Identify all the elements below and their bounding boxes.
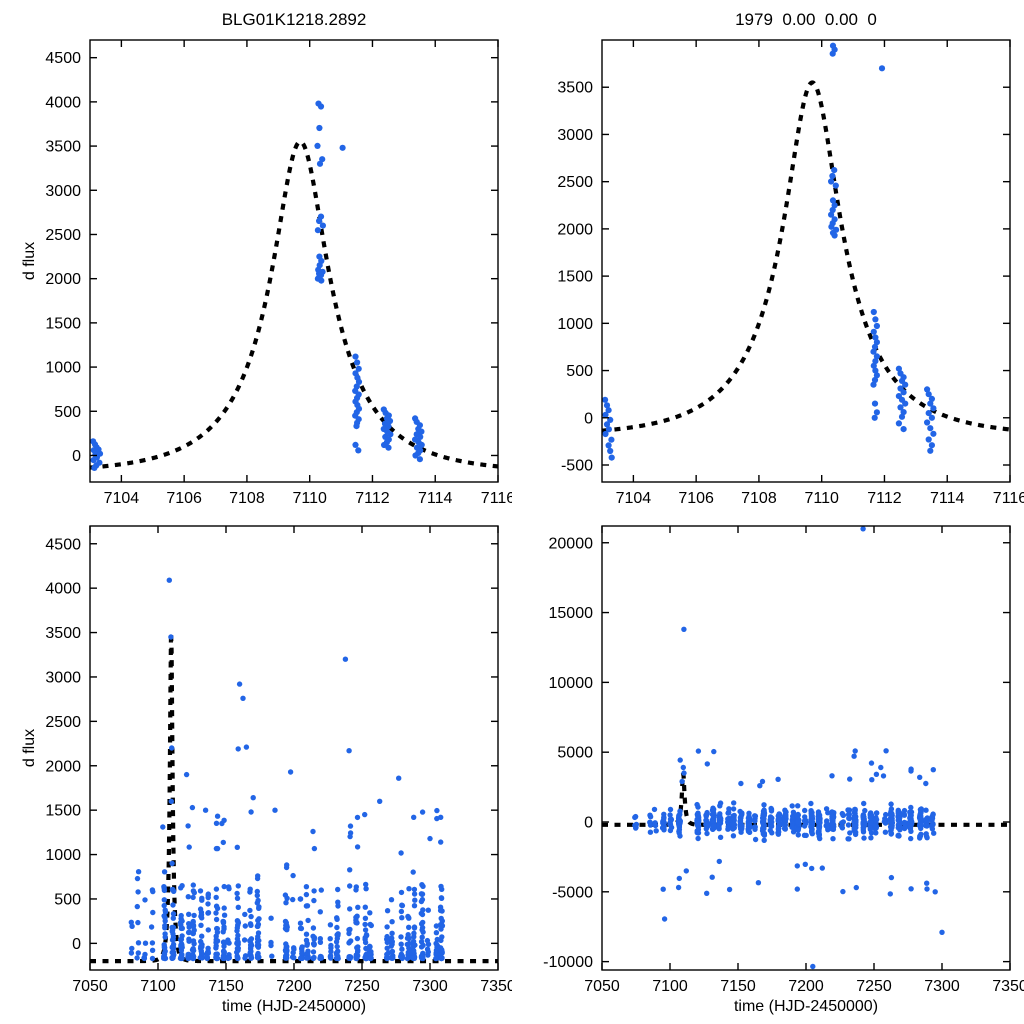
- svg-text:15000: 15000: [549, 605, 594, 622]
- svg-text:7108: 7108: [741, 490, 777, 507]
- svg-text:7104: 7104: [104, 490, 140, 507]
- svg-text:7200: 7200: [276, 978, 312, 995]
- svg-text:4500: 4500: [45, 536, 81, 553]
- svg-text:7112: 7112: [355, 490, 390, 507]
- svg-text:500: 500: [566, 363, 593, 380]
- plot-title: BLG01K1218.2892: [221, 10, 367, 29]
- svg-text:7150: 7150: [208, 978, 244, 995]
- svg-text:7050: 7050: [72, 978, 108, 995]
- data-points: [128, 577, 446, 962]
- svg-text:7100: 7100: [140, 978, 176, 995]
- svg-text:4000: 4000: [45, 94, 81, 111]
- svg-text:500: 500: [54, 891, 81, 908]
- svg-text:2000: 2000: [557, 221, 593, 238]
- model-curve: [602, 80, 1010, 433]
- svg-text:0: 0: [584, 410, 593, 427]
- axes: 7104 7106 7108 7110 7112 7114 7116 0 500 1000 1500…: [45, 39, 512, 507]
- svg-text:7116: 7116: [481, 490, 512, 507]
- svg-text:7114: 7114: [930, 490, 965, 507]
- plot-bottom-right: 7050 7100 7150 7200 7250 7300 7350 -10000 -5000 0…: [512, 512, 1024, 1024]
- svg-text:0: 0: [72, 448, 81, 465]
- svg-text:7106: 7106: [678, 490, 714, 507]
- svg-text:7350: 7350: [480, 978, 512, 995]
- svg-text:3000: 3000: [45, 669, 81, 686]
- svg-text:2000: 2000: [45, 271, 81, 288]
- svg-text:10000: 10000: [549, 675, 594, 692]
- svg-text:-500: -500: [561, 458, 593, 475]
- svg-text:0: 0: [72, 936, 81, 953]
- plot-top-right-canvas: 7104 7106 7108 7110 7112 7114 7116 -500 0 500 1000…: [557, 39, 1024, 507]
- svg-text:3500: 3500: [45, 625, 81, 642]
- x-axis-label: time (HJD-2450000): [733, 998, 879, 1015]
- axes: 7050 7100 7150 7200 7250 7300 7350 -10000 -5000 0…: [543, 525, 1024, 995]
- model-curve: [90, 139, 498, 470]
- svg-text:3000: 3000: [45, 183, 81, 200]
- svg-text:-5000: -5000: [552, 884, 593, 901]
- svg-text:1500: 1500: [45, 803, 81, 820]
- svg-text:7104: 7104: [616, 490, 652, 507]
- svg-text:7250: 7250: [344, 978, 380, 995]
- plot-bottom-left: 7050 7100 7150 7200 7250 7300 7350 0 500 1000 1500…: [0, 512, 512, 1024]
- svg-text:7110: 7110: [292, 490, 327, 507]
- svg-text:5000: 5000: [557, 745, 593, 762]
- svg-text:3500: 3500: [45, 139, 81, 156]
- svg-text:1500: 1500: [557, 269, 593, 286]
- svg-text:3000: 3000: [557, 127, 593, 144]
- y-axis-label: d flux: [21, 728, 38, 768]
- data-points: [602, 42, 937, 461]
- svg-text:1000: 1000: [45, 847, 81, 864]
- x-axis-label: time (HJD-2450000): [221, 998, 367, 1015]
- svg-text:-10000: -10000: [543, 954, 593, 971]
- plot-title: 1979 0.00 0.00 0: [735, 10, 877, 29]
- svg-text:4000: 4000: [45, 581, 81, 598]
- plot-top-right: 7104 7106 7108 7110 7112 7114 7116 -500 0 500 1000…: [512, 0, 1024, 512]
- svg-text:7150: 7150: [720, 978, 756, 995]
- plot-bottom-right-canvas: 7050 7100 7150 7200 7250 7300 7350 -10000 -5000 0…: [543, 525, 1024, 995]
- svg-text:2000: 2000: [45, 758, 81, 775]
- model-curve: [90, 632, 498, 964]
- svg-text:0: 0: [584, 815, 593, 832]
- svg-text:500: 500: [54, 404, 81, 421]
- svg-text:2500: 2500: [557, 174, 593, 191]
- svg-text:7050: 7050: [584, 978, 620, 995]
- svg-text:7300: 7300: [412, 978, 448, 995]
- svg-text:7108: 7108: [229, 490, 265, 507]
- svg-text:4500: 4500: [45, 50, 81, 67]
- axes: 7050 7100 7150 7200 7250 7300 7350 0 500 1000 1500…: [45, 525, 512, 995]
- svg-text:7200: 7200: [788, 978, 824, 995]
- svg-text:7100: 7100: [652, 978, 688, 995]
- svg-text:1000: 1000: [557, 316, 593, 333]
- plot-top-left-canvas: 7104 7106 7108 7110 7112 7114 7116 0 500 1000 1500…: [45, 39, 512, 507]
- svg-text:7300: 7300: [924, 978, 960, 995]
- svg-text:7106: 7106: [166, 490, 202, 507]
- data-points: [90, 100, 425, 471]
- svg-text:7112: 7112: [867, 490, 902, 507]
- svg-text:20000: 20000: [549, 535, 594, 552]
- plot-bottom-left-canvas: 7050 7100 7150 7200 7250 7300 7350 0 500 1000 1500…: [45, 525, 512, 995]
- plot-top-left: 7104 7106 7108 7110 7112 7114 7116 0 500 1000 1500…: [0, 0, 512, 512]
- svg-text:7116: 7116: [993, 490, 1024, 507]
- svg-text:2500: 2500: [45, 714, 81, 731]
- svg-text:7110: 7110: [804, 490, 839, 507]
- svg-text:1500: 1500: [45, 315, 81, 332]
- svg-text:3500: 3500: [557, 80, 593, 97]
- svg-text:7114: 7114: [418, 490, 453, 507]
- svg-text:7250: 7250: [856, 978, 892, 995]
- svg-text:2500: 2500: [45, 227, 81, 244]
- svg-text:1000: 1000: [45, 360, 81, 377]
- svg-text:7350: 7350: [992, 978, 1024, 995]
- axes: 7104 7106 7108 7110 7112 7114 7116 -500 0 500 1000…: [557, 39, 1024, 507]
- y-axis-label: d flux: [21, 241, 38, 281]
- data-points: [632, 526, 945, 970]
